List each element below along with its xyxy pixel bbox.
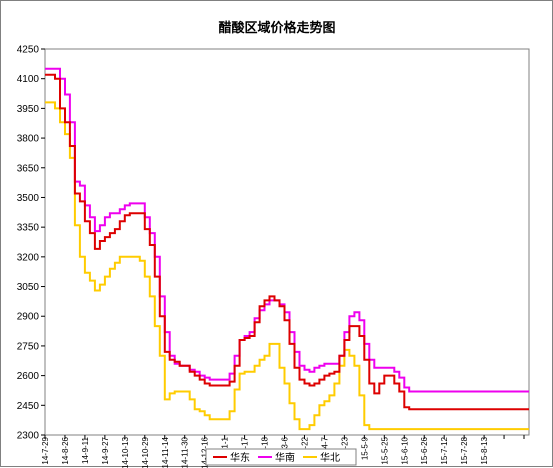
x-tick-label: 15-7-12 [440,436,449,464]
x-tick-label: 14-11-30 [181,436,190,468]
series-line-华东 [45,73,529,411]
x-tick-label: 15-8-13 [480,436,489,464]
x-tick-label: 15-5-9 [360,436,369,460]
y-tick-label: 2300 [17,431,40,442]
legend-label: 华北 [320,451,340,464]
y-tick-label: 3500 [17,193,40,204]
series-line-华北 [45,101,529,431]
legend-label: 华东 [230,451,250,464]
y-tick-label: 3350 [17,223,40,234]
x-tick-label: 15-7-28 [460,436,469,464]
y-tick-label: 2750 [17,341,40,352]
series-line-华南 [45,67,529,393]
y-tick-label: 2600 [17,371,40,382]
y-axis: 2300 2450 2600 2750 2900 3050 3200 3350 3500 3650… [17,45,45,442]
x-tick-label: 14-9-11 [81,436,90,464]
y-tick-label: 4100 [17,74,40,85]
x-tick-label: 14-12-16 [201,436,210,468]
y-tick-label: 3650 [17,163,40,174]
y-tick-label: 2900 [17,312,40,323]
y-tick-label: 3950 [17,104,40,115]
legend-label: 华南 [275,451,295,464]
x-tick-label: 15-1-1 [221,436,230,460]
plot-area [44,48,530,436]
legend [205,448,357,466]
x-tick-label: 15-3-6 [281,436,290,460]
x-tick-label: 14-7-29 [41,436,50,464]
x-tick-label: 14-11-14 [161,436,170,468]
x-tick-label: 14-9-27 [101,436,110,464]
y-tick-label: 3050 [17,282,40,293]
x-tick-label: 14-8-26 [61,436,70,464]
series-layer [45,67,529,431]
chart-title: 醋酸区域价格走势图 [218,20,335,36]
x-tick-label: 15-5-25 [380,436,389,464]
x-tick-label: 14-10-29 [141,436,150,468]
x-tick-label: 15-6-10 [400,436,409,464]
legend-items: 华东 华南 华北 [213,451,340,464]
y-tick-label: 3800 [17,134,40,145]
x-tick-label: 15-4-7 [320,436,329,460]
y-tick-label: 4250 [17,45,40,56]
y-tick-label: 3200 [17,252,40,263]
y-tick-label: 2450 [17,401,40,412]
x-tick-label: 14-10-13 [121,436,130,468]
x-tick-label: 15-6-26 [420,436,429,464]
